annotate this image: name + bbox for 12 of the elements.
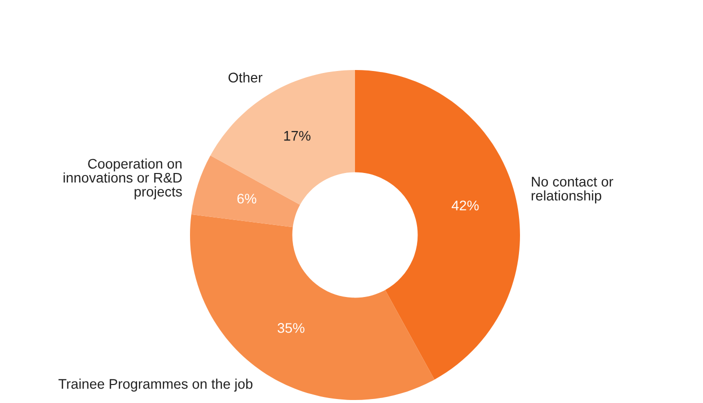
slice-label: No contact or relationship [532, 176, 614, 204]
slice-label: Trainee Programmes on the job [58, 378, 252, 392]
slice-label: Other [228, 72, 262, 83]
data-label: 35% [278, 323, 304, 333]
data-label: 42% [452, 200, 479, 210]
donut-slice [190, 214, 434, 400]
donut-slice [355, 70, 520, 380]
donut-slice [191, 156, 300, 228]
donut-slice [210, 70, 355, 205]
slice-label: Cooperation on innovations or R&D projects [64, 158, 182, 200]
data-label: 17% [284, 130, 310, 141]
data-label: 6% [237, 194, 256, 204]
